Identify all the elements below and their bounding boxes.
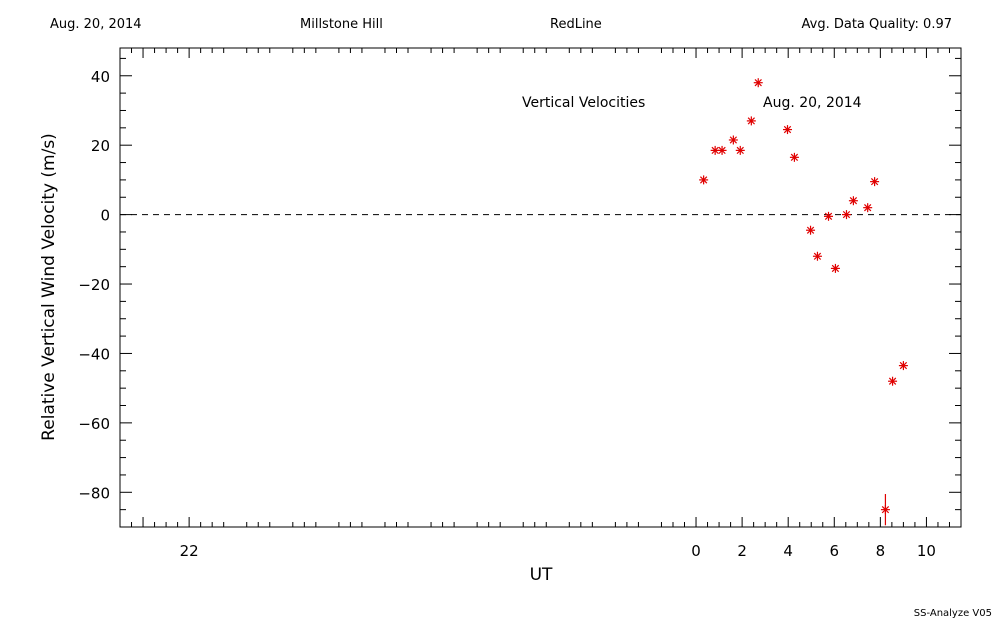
annotation-date: Aug. 20, 2014: [763, 95, 862, 111]
x-tick-label: 0: [691, 542, 701, 560]
data-point: [753, 78, 763, 88]
y-tick-label: −40: [78, 345, 110, 363]
y-tick-label: 0: [100, 207, 110, 225]
data-point: [735, 145, 745, 155]
data-point: [728, 135, 738, 145]
data-point: [812, 251, 822, 261]
x-tick-label: 6: [830, 542, 840, 560]
header-quality: Avg. Data Quality: 0.97: [801, 17, 952, 32]
data-point: [789, 152, 799, 162]
annotation-title: Vertical Velocities: [522, 95, 645, 111]
data-point: [830, 263, 840, 273]
data-point: [898, 361, 908, 371]
x-axis-label: UT: [530, 565, 553, 585]
y-tick-label: 20: [91, 137, 110, 155]
y-axis-label: Relative Vertical Wind Velocity (m/s): [39, 133, 59, 441]
header-site: Millstone Hill: [300, 17, 383, 32]
data-point: [783, 125, 793, 135]
data-point: [870, 177, 880, 187]
data-points: [699, 78, 908, 526]
header-line: RedLine: [550, 17, 602, 32]
x-tick-label: 8: [876, 542, 886, 560]
x-tick-label: 4: [783, 542, 793, 560]
data-point: [699, 175, 709, 185]
data-point: [717, 145, 727, 155]
y-tick-label: −80: [78, 484, 110, 502]
header-date: Aug. 20, 2014: [50, 17, 142, 32]
axis-ticks: 22 0 2 4 6 8 10 −80 −60 −40 −20 0 20 40: [78, 48, 962, 560]
data-point: [848, 196, 858, 206]
y-tick-label: −60: [78, 415, 110, 433]
y-tick-label: 40: [91, 68, 110, 86]
x-tick-label: 22: [180, 542, 199, 560]
y-tick-label: −20: [78, 276, 110, 294]
x-tick-label: 10: [917, 542, 936, 560]
data-point: [841, 210, 851, 220]
data-point: [806, 225, 816, 235]
software-version: SS-Analyze V05: [913, 608, 992, 619]
data-point: [746, 116, 756, 126]
data-point: [888, 376, 898, 386]
data-point: [824, 211, 834, 221]
x-tick-label: 2: [737, 542, 747, 560]
data-point: [863, 203, 873, 213]
plot-frame: [119, 47, 962, 528]
